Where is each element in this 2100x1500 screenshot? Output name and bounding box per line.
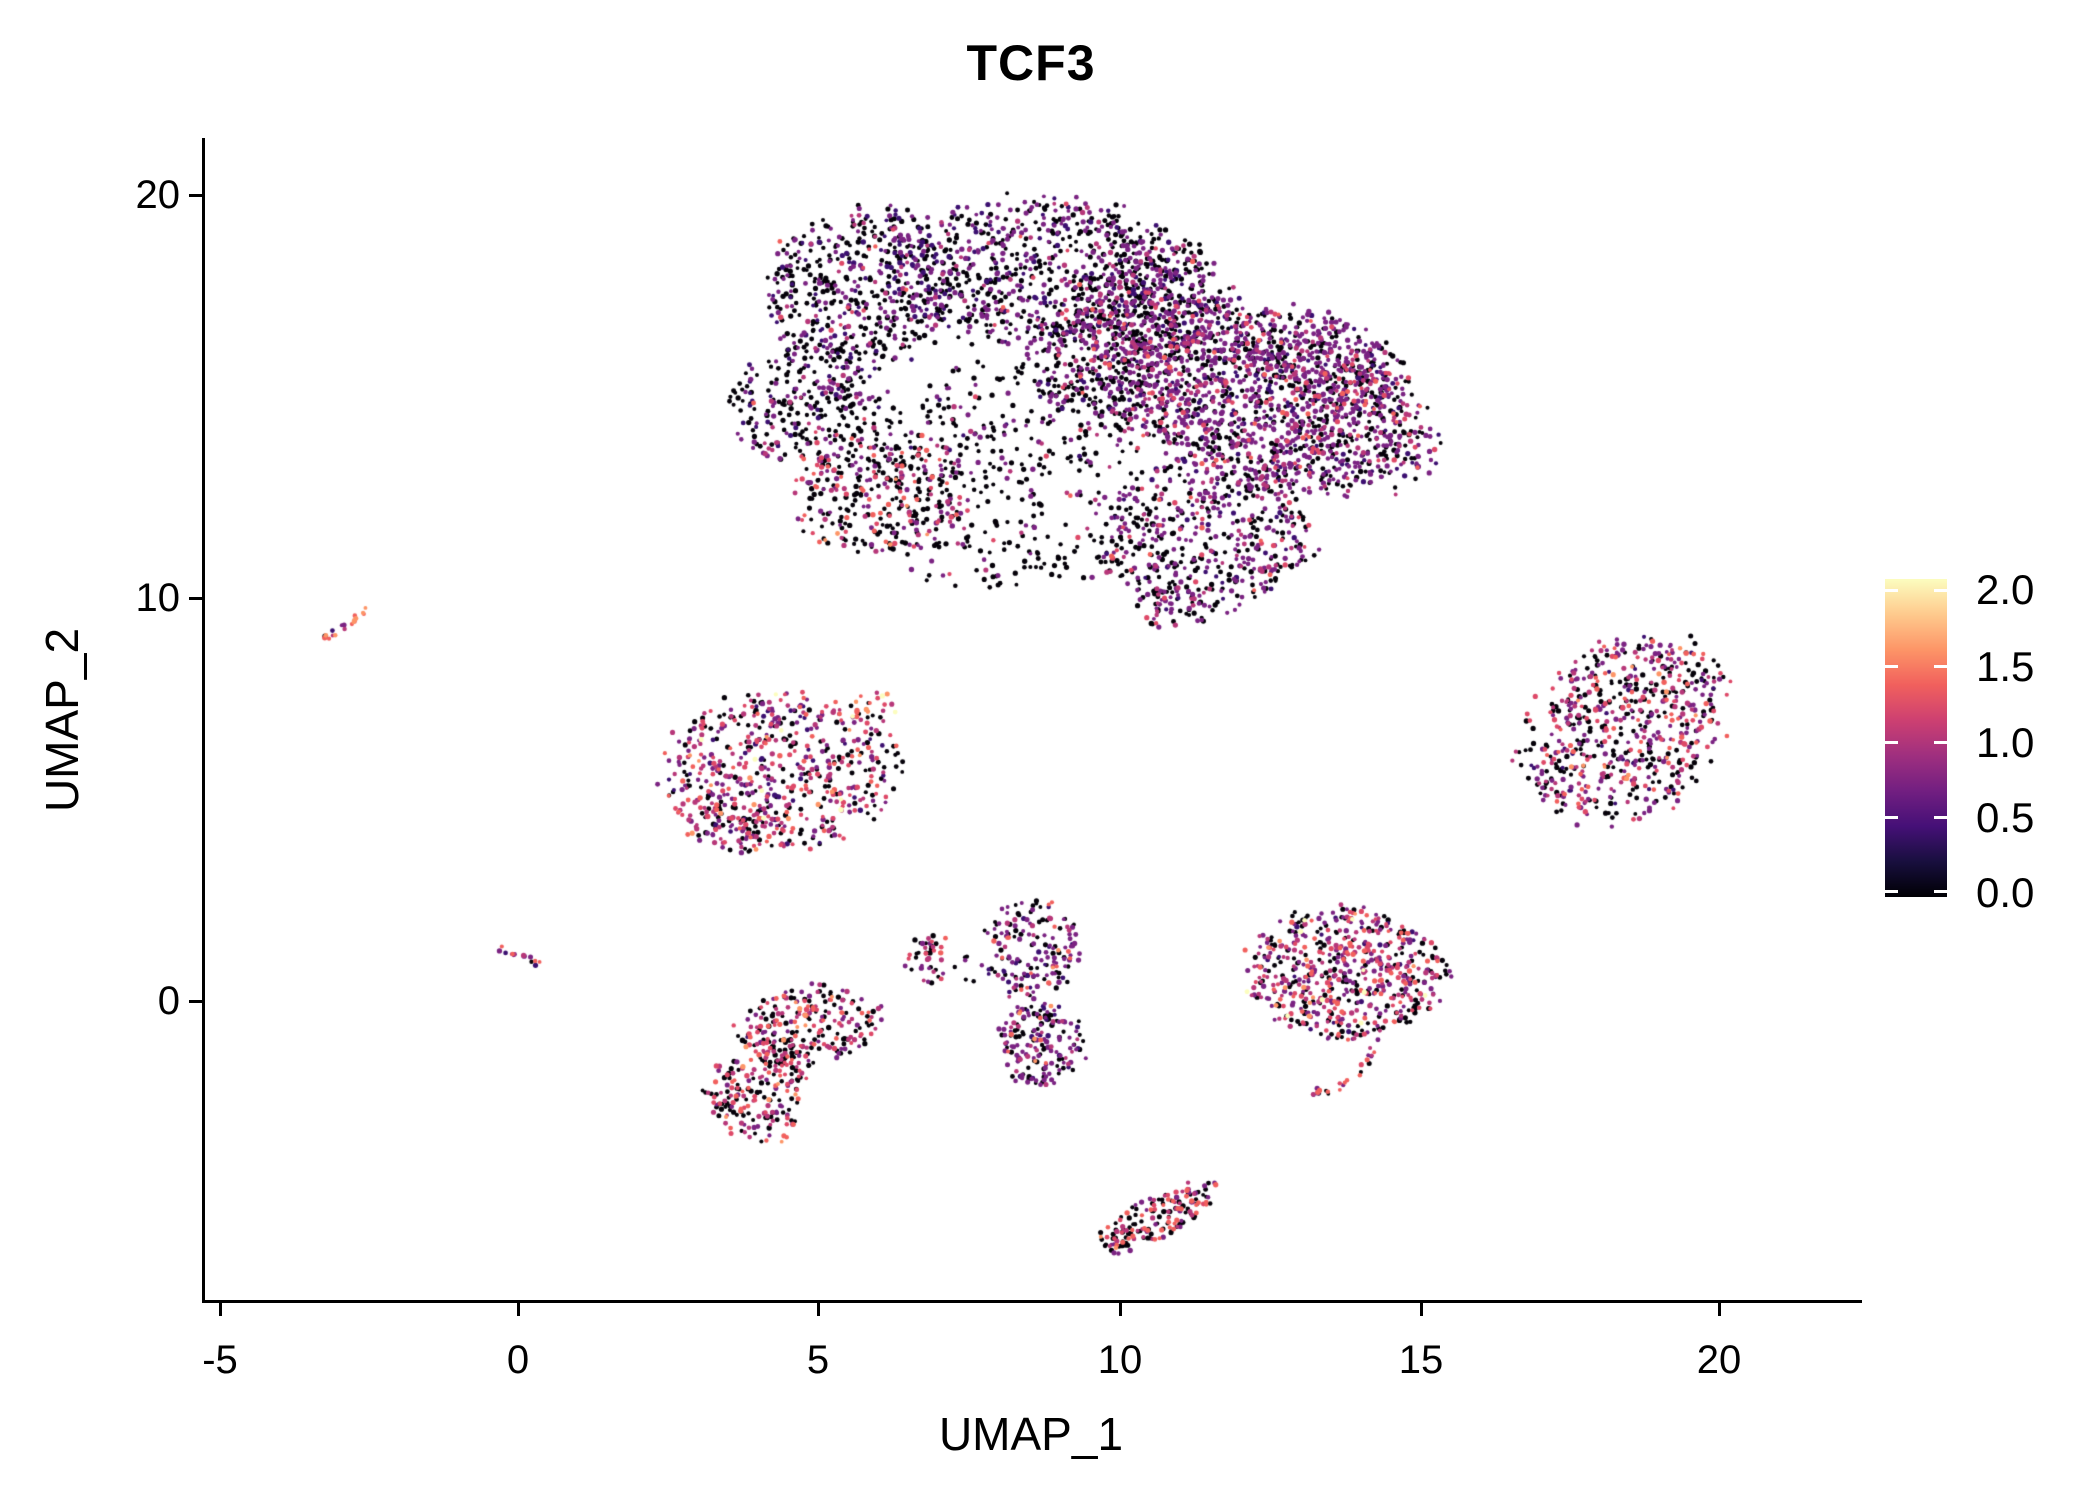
colorbar-tick-mark <box>1885 816 1898 819</box>
colorbar-tick-mark <box>1934 741 1947 744</box>
x-tick-label: 15 <box>1398 1338 1444 1382</box>
colorbar-tick-label: 0.0 <box>1976 869 2035 916</box>
colorbar-tick-label: 1.0 <box>1976 719 2035 766</box>
colorbar-tick-mark <box>1885 589 1898 592</box>
colorbar-tick-mark <box>1885 741 1898 744</box>
x-tick-mark <box>517 1303 520 1316</box>
colorbar-gradient <box>1885 579 1947 897</box>
colorbar-tick-label: 1.5 <box>1976 643 2035 690</box>
x-tick-label: 0 <box>506 1338 530 1382</box>
colorbar-tick-mark <box>1885 890 1898 893</box>
colorbar-tick-mark <box>1934 890 1947 893</box>
x-tick-label: 5 <box>806 1338 830 1382</box>
x-tick-label: 10 <box>1097 1338 1143 1382</box>
y-tick-label: 0 <box>157 979 180 1023</box>
colorbar-tick-mark <box>1934 665 1947 668</box>
colorbar-tick-mark <box>1934 816 1947 819</box>
y-tick-label: 20 <box>135 173 181 217</box>
y-tick-mark <box>189 1000 202 1003</box>
x-axis-label: UMAP_1 <box>938 1408 1124 1460</box>
colorbar-tick-label: 0.5 <box>1976 794 2035 841</box>
x-tick-mark <box>1119 1303 1122 1316</box>
colorbar-tick-label: 2.0 <box>1976 566 2035 613</box>
x-axis-line <box>202 1300 1862 1303</box>
y-tick-mark <box>189 194 202 197</box>
colorbar-tick-mark <box>1934 589 1947 592</box>
x-tick-mark <box>1420 1303 1423 1316</box>
x-tick-label: 20 <box>1696 1338 1742 1382</box>
y-tick-mark <box>189 597 202 600</box>
y-axis-label: UMAP_2 <box>36 627 88 813</box>
y-tick-label: 10 <box>135 576 181 620</box>
x-tick-label: -5 <box>202 1338 238 1382</box>
y-axis-line <box>202 138 205 1303</box>
plot-title: TCF3 <box>966 35 1096 91</box>
x-tick-mark <box>219 1303 222 1316</box>
x-tick-mark <box>1718 1303 1721 1316</box>
colorbar-tick-mark <box>1885 665 1898 668</box>
x-tick-mark <box>817 1303 820 1316</box>
